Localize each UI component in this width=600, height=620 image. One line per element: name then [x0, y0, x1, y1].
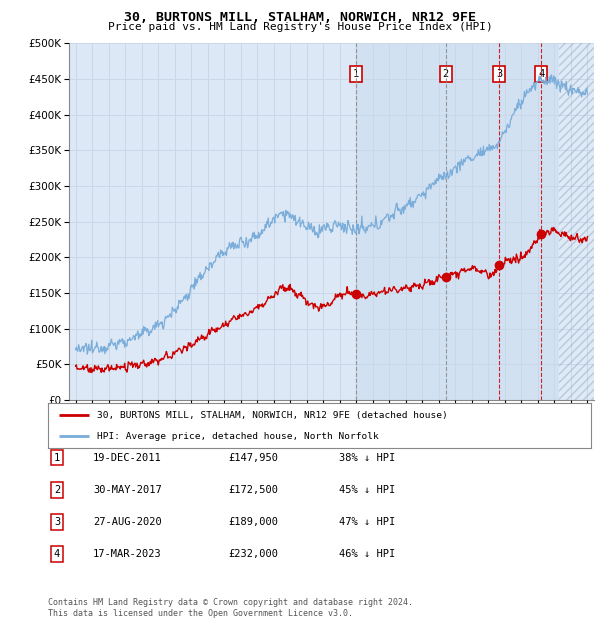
Text: 19-DEC-2011: 19-DEC-2011	[93, 453, 162, 463]
Text: 17-MAR-2023: 17-MAR-2023	[93, 549, 162, 559]
Text: 4: 4	[54, 549, 60, 559]
Bar	[559, 43, 594, 400]
Text: 3: 3	[496, 69, 502, 79]
Text: 38% ↓ HPI: 38% ↓ HPI	[339, 453, 395, 463]
Text: 1: 1	[353, 69, 359, 79]
Text: £189,000: £189,000	[228, 517, 278, 527]
Text: 27-AUG-2020: 27-AUG-2020	[93, 517, 162, 527]
Text: £232,000: £232,000	[228, 549, 278, 559]
Text: 2: 2	[54, 485, 60, 495]
Text: 45% ↓ HPI: 45% ↓ HPI	[339, 485, 395, 495]
Text: 30, BURTONS MILL, STALHAM, NORWICH, NR12 9FE: 30, BURTONS MILL, STALHAM, NORWICH, NR12…	[124, 11, 476, 24]
Text: 4: 4	[538, 69, 544, 79]
Bar	[559, 43, 594, 400]
Text: 30, BURTONS MILL, STALHAM, NORWICH, NR12 9FE (detached house): 30, BURTONS MILL, STALHAM, NORWICH, NR12…	[97, 411, 448, 420]
Text: £172,500: £172,500	[228, 485, 278, 495]
Text: 2: 2	[442, 69, 449, 79]
Text: Price paid vs. HM Land Registry's House Price Index (HPI): Price paid vs. HM Land Registry's House …	[107, 22, 493, 32]
Text: 30-MAY-2017: 30-MAY-2017	[93, 485, 162, 495]
Text: 47% ↓ HPI: 47% ↓ HPI	[339, 517, 395, 527]
Text: 1: 1	[54, 453, 60, 463]
Text: 46% ↓ HPI: 46% ↓ HPI	[339, 549, 395, 559]
Bar	[356, 43, 594, 400]
Text: Contains HM Land Registry data © Crown copyright and database right 2024.
This d: Contains HM Land Registry data © Crown c…	[48, 598, 413, 618]
Text: HPI: Average price, detached house, North Norfolk: HPI: Average price, detached house, Nort…	[97, 432, 379, 441]
Text: 3: 3	[54, 517, 60, 527]
Text: £147,950: £147,950	[228, 453, 278, 463]
